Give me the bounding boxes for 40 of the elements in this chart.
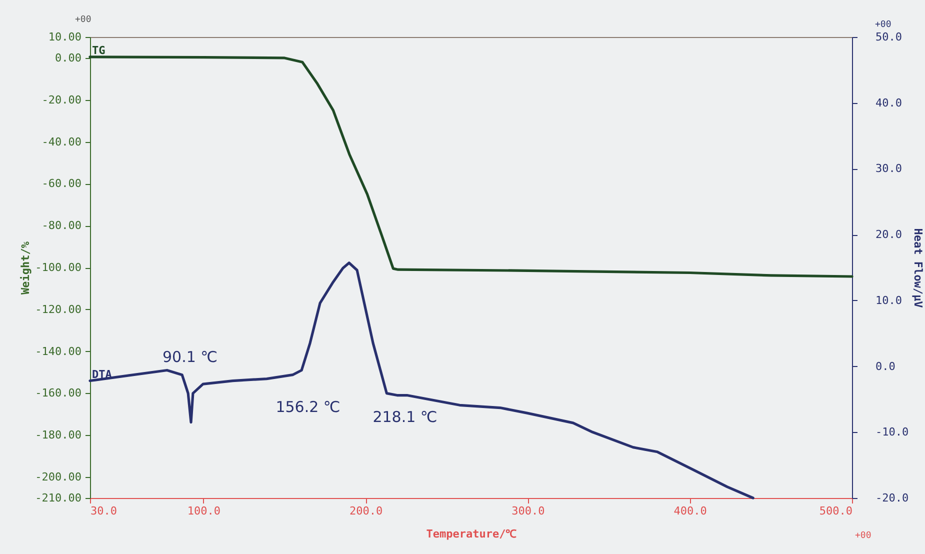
annotation: 156.2 ℃ bbox=[276, 398, 340, 416]
line-series bbox=[88, 56, 854, 278]
y-tick-label: -160.00 bbox=[35, 386, 82, 400]
annotation: 218.1 ℃ bbox=[372, 408, 438, 426]
x-tick-label: 100.0 bbox=[187, 504, 221, 518]
text: +00 bbox=[875, 20, 892, 30]
y-tick-label: -180.00 bbox=[35, 428, 82, 442]
x-tick-label: 400.0 bbox=[674, 504, 707, 518]
text: +00 bbox=[75, 15, 92, 25]
y-tick-label: -100.00 bbox=[35, 261, 82, 274]
y2-tick-label: 10.0 bbox=[876, 294, 902, 307]
y2-tick-label: 40.0 bbox=[876, 96, 902, 110]
x-tick-label: 200.0 bbox=[350, 504, 383, 518]
y2-axis-title: Heat Flow/μV bbox=[912, 228, 925, 308]
series-label: TG bbox=[92, 44, 106, 57]
y2-tick-label: -20.0 bbox=[876, 492, 909, 504]
x-tick-label: 30.0 bbox=[90, 504, 117, 518]
y2-tick-label: 30.0 bbox=[876, 162, 902, 176]
y-tick-label: -60.00 bbox=[42, 177, 82, 190]
y-tick-label: -40.00 bbox=[42, 135, 82, 148]
y2-tick-label: 0.0 bbox=[876, 360, 896, 373]
y2-tick-label: 20.0 bbox=[876, 228, 902, 242]
y2-tick-label: 50.0 bbox=[876, 30, 902, 44]
line-series bbox=[88, 262, 754, 500]
series-label: DTA bbox=[92, 368, 112, 381]
y-tick-label: -20.00 bbox=[42, 93, 82, 106]
y-tick-label: -200.00 bbox=[35, 470, 82, 484]
y-tick-label: -140.00 bbox=[35, 344, 82, 358]
text: +00 bbox=[855, 531, 872, 541]
x-axis-title: Temperature/℃ bbox=[426, 528, 517, 540]
y-tick-label: 0.00 bbox=[55, 51, 82, 64]
y-tick-label: -80.00 bbox=[42, 219, 82, 232]
annotation: 90.1 ℃ bbox=[162, 348, 218, 366]
y2-tick-label: -10.0 bbox=[876, 426, 909, 439]
y-tick-label: -210.00 bbox=[35, 492, 82, 504]
y-axis-title: Weight/% bbox=[19, 241, 32, 294]
x-tick-label: 500.0 bbox=[819, 504, 852, 518]
y-tick-label: 10.00 bbox=[48, 30, 82, 44]
y-tick-label: -120.00 bbox=[35, 302, 82, 316]
x-tick-label: 300.0 bbox=[512, 504, 545, 518]
